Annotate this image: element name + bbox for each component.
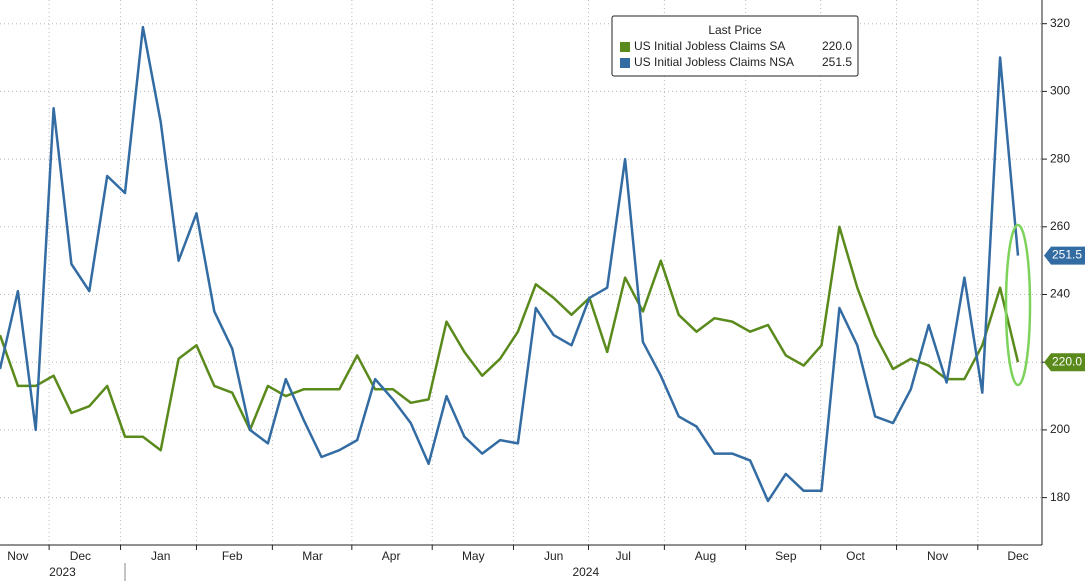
legend-title: Last Price	[708, 23, 762, 37]
y-tick-label: 260	[1050, 219, 1070, 233]
legend-value: 220.0	[822, 39, 852, 53]
year-label: 2024	[572, 565, 599, 579]
last-value-label: 220.0	[1052, 354, 1082, 368]
legend-name: US Initial Jobless Claims SA	[634, 39, 785, 53]
x-tick-label: Dec	[70, 549, 91, 563]
last-value-badge	[1044, 353, 1085, 372]
y-tick-label: 320	[1050, 16, 1070, 30]
legend-box	[611, 15, 859, 77]
last-value-label: 251.5	[1052, 248, 1082, 262]
y-tick-label: 180	[1050, 490, 1070, 504]
y-tick-label: 280	[1050, 151, 1070, 165]
legend-swatch	[620, 58, 630, 68]
legend-swatch	[620, 42, 630, 52]
x-tick-label: Jun	[544, 549, 563, 563]
y-tick-label: 240	[1050, 287, 1070, 301]
year-label: 2023	[49, 565, 76, 579]
y-tick-label: 200	[1050, 422, 1070, 436]
x-tick-label: Mar	[302, 549, 323, 563]
series-line	[0, 225, 1020, 452]
x-tick-label: Sep	[775, 549, 797, 563]
legend-value: 251.5	[822, 55, 852, 69]
x-tick-label: May	[462, 549, 485, 563]
x-tick-label: Nov	[7, 549, 28, 563]
x-tick-label: Dec	[1007, 549, 1028, 563]
x-tick-label: Feb	[222, 549, 243, 563]
highlight-ellipse	[1004, 223, 1032, 387]
last-value-badge	[1044, 246, 1085, 265]
y-tick-label: 300	[1050, 84, 1070, 98]
legend-name: US Initial Jobless Claims NSA	[634, 55, 794, 69]
x-tick-label: Oct	[846, 549, 865, 563]
x-tick-label: Aug	[695, 549, 716, 563]
x-tick-label: Jan	[151, 549, 170, 563]
x-tick-label: Jul	[616, 549, 631, 563]
series-line	[0, 25, 1020, 503]
x-tick-label: Apr	[382, 549, 401, 563]
x-tick-label: Nov	[927, 549, 948, 563]
